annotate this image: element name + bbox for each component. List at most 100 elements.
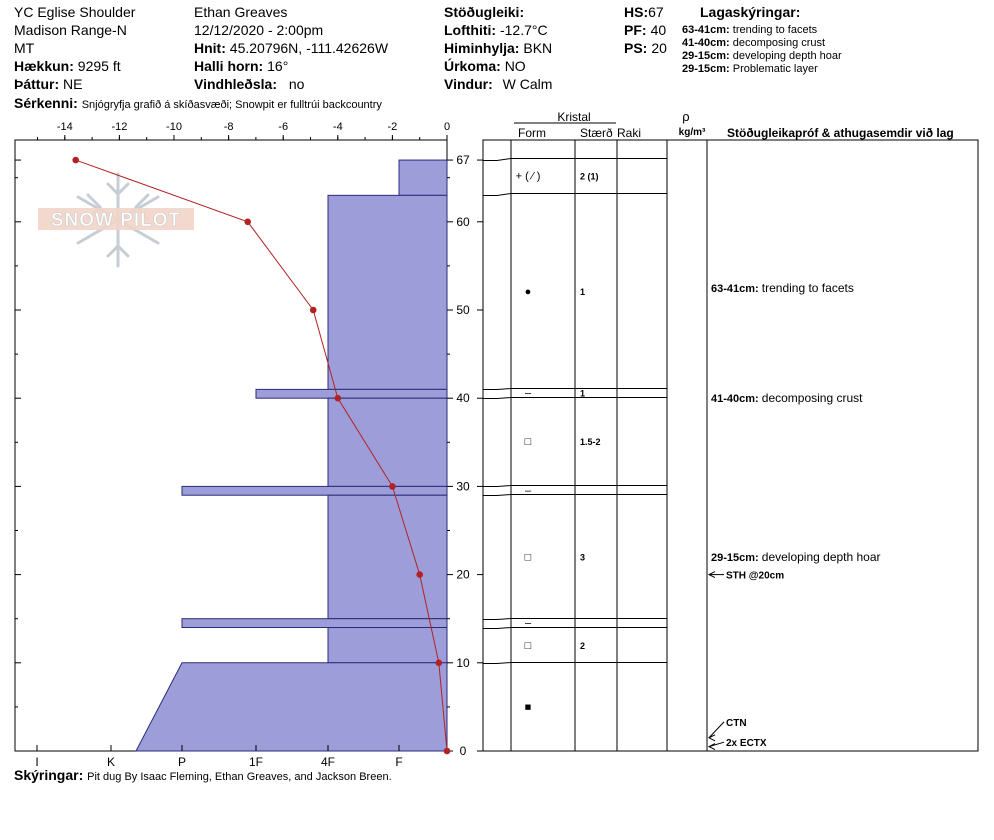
size-header: Stærð <box>580 126 613 140</box>
hardness-bar <box>181 485 448 496</box>
features-label: Sérkenni: <box>14 95 78 111</box>
aspect: Þáttur: NE <box>14 76 82 92</box>
depth-connector <box>483 397 512 399</box>
layer-comment: 63-41cm: trending to facets <box>711 281 854 295</box>
legend-item-range: 29-15cm: <box>682 50 730 62</box>
air-temp-label: Lofthiti: <box>444 22 497 38</box>
air-temp-value: -12.7°C <box>499 22 548 38</box>
depth-connector <box>483 494 512 496</box>
layer-comments: 63-41cm: trending to facets 41-40cm: deco… <box>711 281 881 564</box>
test-pointer-arrow <box>707 571 716 579</box>
slope-label: Halli horn: <box>194 58 264 74</box>
footer-text: Pit dug By Isaac Fleming, Ethan Greaves,… <box>87 771 392 783</box>
depth-connector <box>483 618 512 620</box>
hardness-bar <box>135 662 448 752</box>
layer-comment: 29-15cm: developing depth hoar <box>711 550 881 564</box>
legend-item-range: 63-41cm: <box>682 24 730 36</box>
air-temperature: Lofthiti: -12.7°C <box>444 22 548 38</box>
layer-size: 1 <box>580 389 585 399</box>
wind-label: Vindur: <box>444 76 493 92</box>
hardness-tick-label: 4F <box>321 755 335 769</box>
snowpilot-logo <box>38 172 194 268</box>
sky-cover: Himinhylja: BKN <box>444 40 552 56</box>
hs-label: HS: <box>624 4 649 20</box>
hardness-tick-label: 1F <box>249 755 263 769</box>
hardness-bars <box>135 159 448 752</box>
legend-item-range: 29-15cm: <box>682 63 730 75</box>
depth-tick-label: 30 <box>456 479 470 493</box>
foot-penetration: PF: 40 <box>624 22 666 38</box>
layer-form: – <box>525 388 532 400</box>
moisture-header: Raki <box>617 126 641 140</box>
observer-name: Ethan Greaves <box>194 4 288 20</box>
range-name: Madison Range-N <box>14 22 127 38</box>
stability-label: Stöðugleiki: <box>444 4 525 20</box>
temperature-profile <box>72 156 451 755</box>
hs-value: 67 <box>648 4 664 20</box>
sky-label: Himinhylja: <box>444 40 520 56</box>
depth-axis: 0 10 20 30 40 50 60 67 <box>15 153 483 758</box>
legend-item-text: Problematic layer <box>732 63 818 75</box>
legend-item: 63-41cm: trending to facets <box>682 24 817 37</box>
depth-tick-label: 10 <box>456 656 470 670</box>
temp-tick-label: -8 <box>224 121 234 133</box>
layer-table-frame <box>482 139 979 752</box>
legend-item: 41-40cm: decomposing crust <box>682 37 825 50</box>
temperature-point <box>334 394 342 402</box>
density-unit-header: kg/m³ <box>679 127 706 138</box>
features-value: Snjógryfja grafið á skíðasvæði; Snowpit … <box>81 99 382 111</box>
elevation-value: 9295 ft <box>77 58 121 74</box>
snowpilot-logo-text: SNOW PILOT <box>51 210 181 231</box>
stability-tests: STH @20cm CTN 2x ECTX <box>707 571 784 751</box>
legend-title: Lagaskýringar: <box>700 4 801 20</box>
temp-tick-label: -4 <box>333 121 343 133</box>
location-name: YC Eglise Shoulder <box>14 4 136 20</box>
slope-angle: Halli horn: 16° <box>194 58 288 74</box>
legend-item-text: decomposing crust <box>732 37 826 49</box>
layer-form: □ <box>525 640 532 652</box>
sky-value: BKN <box>523 40 553 56</box>
slope-value: 16° <box>267 58 289 74</box>
legend-item-range: 41-40cm: <box>682 37 730 49</box>
hardness-tick-label: K <box>107 755 115 769</box>
temperature-point <box>389 483 396 490</box>
layer-comment-range: 29-15cm: <box>711 552 762 564</box>
coordinates-value: 45.20796N, -111.42626W <box>229 40 389 56</box>
ski-penetration: PS: 20 <box>624 40 667 56</box>
layer-form: ■ <box>525 702 532 714</box>
pit-features: Sérkenni: Snjógryfja grafið á skíðasvæði… <box>14 95 382 112</box>
layer-rows: + ( ⁄ ) 2 (1) ● 1 – 1 □ 1.5-2 – □ 3 – □ 2 ■ <box>483 158 667 714</box>
layer-comment-range: 63-41cm: <box>711 283 762 295</box>
test-pointer-arrow <box>707 734 716 742</box>
footer-label: Skýringar: <box>14 767 84 783</box>
layer-comment-text: developing depth hoar <box>762 550 881 564</box>
depth-connector <box>483 388 512 390</box>
wind-loading-value: no <box>288 76 305 92</box>
total-snow-depth: HS:67 <box>624 4 664 20</box>
temperature-point <box>443 747 451 755</box>
coordinates-label: Hnit: <box>194 40 226 56</box>
test-label: CTN <box>726 718 747 729</box>
layer-comment-text: decomposing crust <box>762 391 863 405</box>
depth-connector <box>483 627 512 629</box>
legend-item-text: trending to facets <box>732 24 818 36</box>
precip-label: Úrkoma: <box>444 58 501 74</box>
hardness-bar <box>327 397 448 487</box>
aspect-value: NE <box>63 76 83 92</box>
layer-form: □ <box>525 551 532 563</box>
hardness-bar <box>398 159 448 196</box>
layer-form: + ( ⁄ ) <box>516 171 541 183</box>
depth-connector <box>483 662 512 664</box>
temp-tick-label: -12 <box>111 121 127 133</box>
depth-tick-label: 20 <box>456 568 470 582</box>
layer-form: ● <box>525 286 532 298</box>
aspect-label: Þáttur: <box>14 76 60 92</box>
test-pointer <box>708 721 725 739</box>
temperature-point <box>435 659 443 667</box>
depth-connector <box>483 158 512 161</box>
observation-datetime: 12/12/2020 - 2:00pm <box>194 22 324 38</box>
temp-tick-label: 0 <box>444 121 450 133</box>
test-label: STH @20cm <box>726 571 784 582</box>
pf-label: PF: <box>624 22 647 38</box>
